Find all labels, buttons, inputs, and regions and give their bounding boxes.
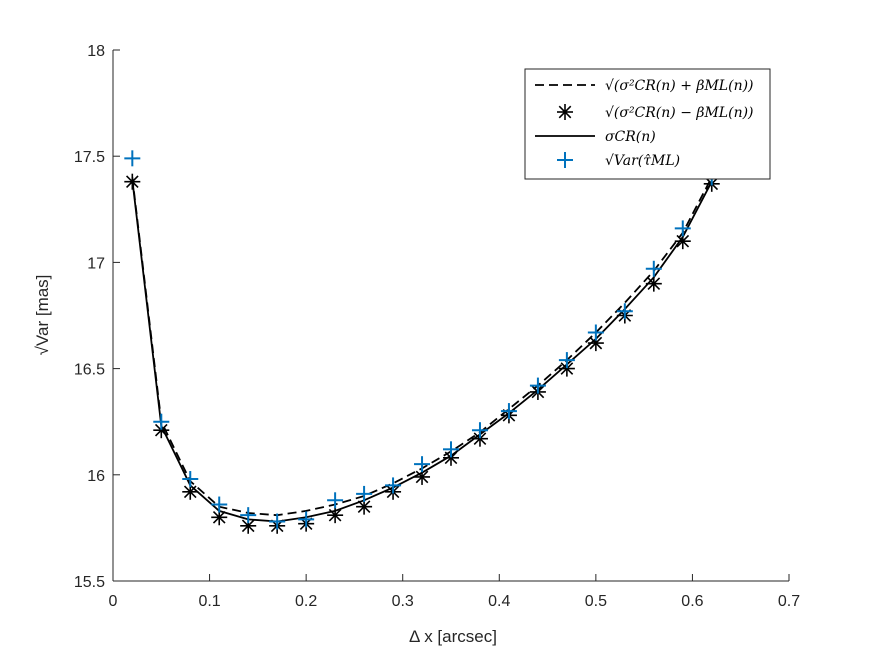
y-tick-label: 16.5	[74, 362, 105, 379]
plus-point-15	[558, 352, 575, 369]
asterisk-point-18	[645, 275, 662, 292]
x-tick-label: 0.1	[198, 593, 220, 610]
plus-point-4	[240, 507, 257, 524]
plus-point-17	[616, 303, 633, 320]
plus-point-16	[587, 324, 604, 341]
y-tick-label: 16	[87, 468, 105, 485]
legend-label: √(σ²CR(n) − βML(n))	[605, 105, 754, 121]
x-tick-label: 0.5	[585, 593, 607, 610]
series-layer	[124, 150, 720, 534]
axes: 0 0.1 0.2 0.3 0.4 0.5 0.6 0.7 15.5 16 16.5 17 17.5 18	[74, 43, 800, 610]
plus-point-12	[471, 422, 488, 439]
legend: √(σ²CR(n) + βML(n)) √(σ²CR(n) − βML(n)) σC…	[524, 68, 771, 180]
x-tick-label: 0.2	[295, 593, 317, 610]
legend-box	[524, 68, 771, 180]
legend-label: √Var(τ̂ML)	[605, 153, 680, 169]
legend-item-0: √(σ²CR(n) + βML(n))	[535, 78, 754, 94]
plus-point-2	[182, 471, 199, 488]
x-tick-label: 0.7	[778, 593, 800, 610]
x-tick-label: 0	[109, 593, 118, 610]
x-axis-label: Δ x [arcsec]	[409, 627, 497, 646]
asterisk-point-19	[674, 233, 691, 250]
asterisk-point-3	[211, 509, 228, 526]
plus-point-3	[211, 496, 228, 513]
series-1	[124, 173, 720, 534]
legend-item-3: √Var(τ̂ML)	[557, 152, 680, 169]
plus-point-6	[298, 511, 315, 528]
plus-point-10	[414, 456, 431, 473]
y-tick-label: 15.5	[74, 574, 105, 591]
y-tick-label: 18	[87, 43, 105, 60]
plus-point-8	[356, 485, 373, 502]
asterisk-point-10	[414, 468, 431, 485]
series-3	[124, 150, 720, 530]
y-tick-label: 17.5	[74, 149, 105, 166]
legend-label: σCR(n)	[605, 129, 656, 145]
legend-swatch	[557, 104, 573, 120]
plus-point-11	[443, 441, 459, 458]
legend-item-2: σCR(n)	[535, 129, 656, 145]
plus-point-5	[269, 513, 286, 530]
plus-point-18	[645, 260, 662, 277]
x-tick-label: 0.4	[488, 593, 510, 610]
y-tick-label: 17	[87, 255, 105, 272]
plus-point-0	[124, 150, 141, 167]
plus-point-1	[153, 413, 170, 430]
plus-point-9	[385, 477, 402, 494]
plus-point-14	[529, 377, 546, 394]
legend-item-1: √(σ²CR(n) − βML(n))	[557, 104, 754, 121]
series-line-2	[131, 179, 713, 523]
y-axis-label: √Var [mas]	[33, 275, 52, 356]
legend-swatch	[557, 152, 573, 168]
x-tick-label: 0.3	[392, 593, 414, 610]
legend-label: √(σ²CR(n) + βML(n))	[605, 78, 754, 94]
plus-point-19	[674, 220, 691, 237]
series-2	[131, 179, 713, 523]
x-tick-label: 0.6	[681, 593, 703, 610]
plus-point-13	[500, 403, 517, 420]
plus-point-7	[327, 492, 344, 509]
